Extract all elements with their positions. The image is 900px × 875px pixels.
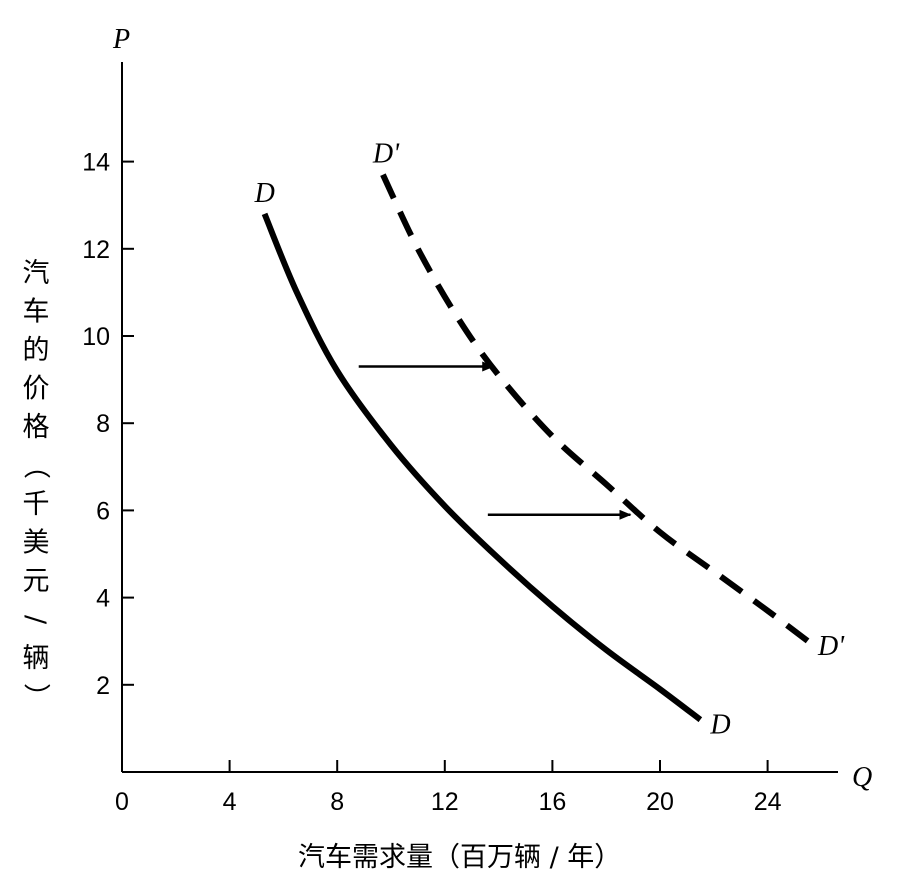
y-axis-title-char: 的 [23,335,50,366]
curve-label-end: D' [817,631,845,662]
y-axis-title-char: 格 [23,412,50,443]
x-tick-label: 24 [754,788,782,816]
curves [261,173,810,723]
x-tick-label: 4 [223,788,237,816]
y-axis-title-char: 车 [23,297,50,328]
demand-curve-d-prime [380,173,810,644]
curve-labels: D D D' D' [254,139,846,741]
y-axis-symbol: P [112,24,130,55]
y-axis-title-char: ） [20,683,51,710]
y-axis-title-char: 千 [23,489,50,520]
y-tick-label: 2 [96,672,110,700]
y-axis-title-char: 美 [23,528,50,559]
y-tick-label: 12 [82,236,110,264]
y-tick-label: 8 [96,410,110,438]
y-tick-label: 4 [96,585,110,613]
x-axis-title: 汽车需求量（百万辆 / 年） [298,842,621,873]
x-tick-label: 12 [431,788,459,816]
y-axis-title-char: 辆 [23,643,50,674]
y-axis-title-char: 元 [23,566,50,597]
x-tick-label: 0 [115,788,129,816]
demand-curve-d [261,212,703,723]
curve-label-start: D [254,178,275,209]
y-axis-title-char: / [20,615,51,625]
y-tick-label: 10 [82,323,110,351]
x-tick-label: 20 [646,788,674,816]
axes [121,62,838,773]
y-axis-title-char: 汽 [23,258,50,289]
x-tick-label: 16 [538,788,566,816]
curve-label-start: D' [372,139,400,170]
shift-arrows [358,361,632,520]
y-axis-title-char: （ [20,452,51,479]
y-tick-label: 14 [82,149,110,177]
curve-label-end: D [709,710,730,741]
x-axis-symbol: Q [852,762,872,793]
x-tick-label: 8 [330,788,344,816]
y-tick-label: 6 [96,497,110,525]
y-axis-title-char: 价 [23,374,50,405]
